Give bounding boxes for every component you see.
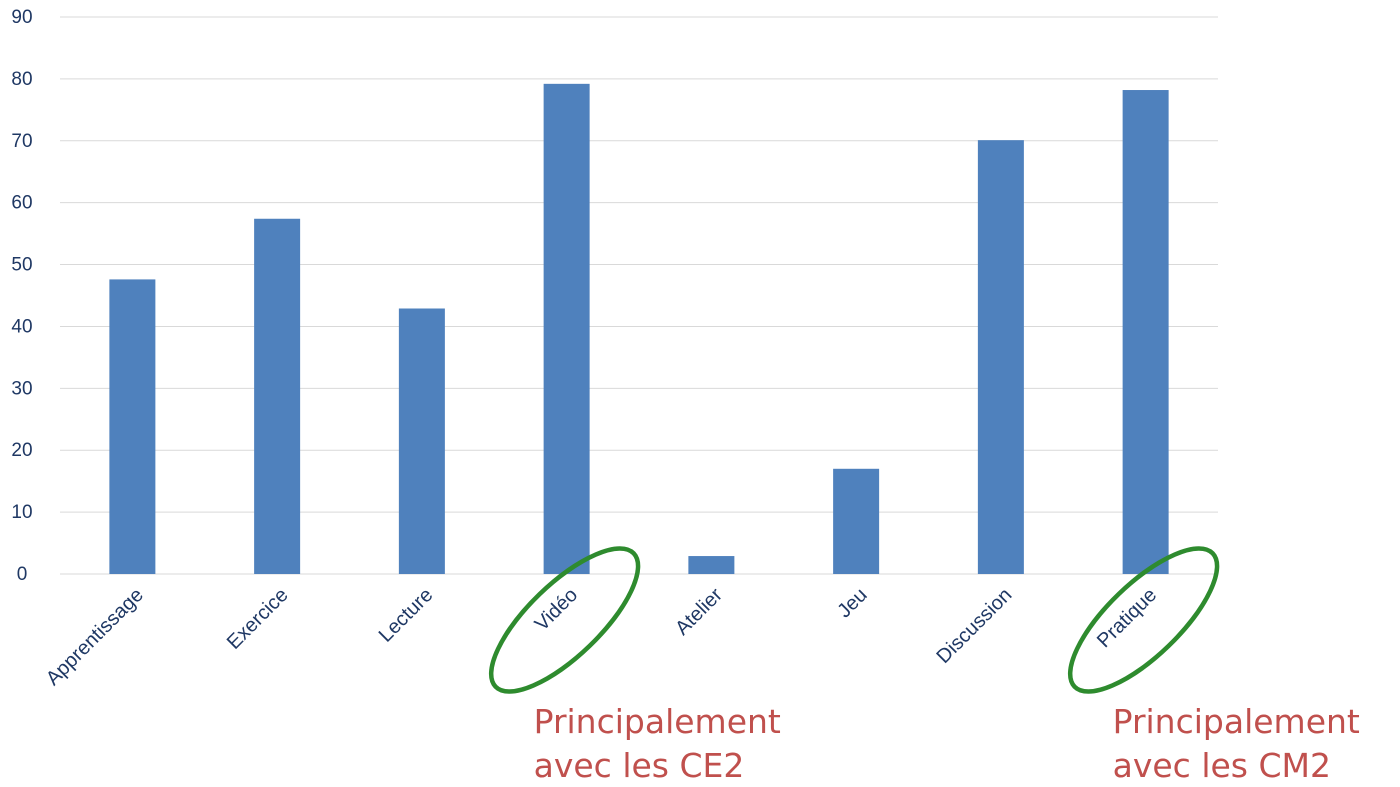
highlight-ellipse [488, 546, 641, 694]
y-tick-label: 0 [17, 564, 28, 585]
annotation-line-1: Principalement [1113, 702, 1360, 741]
bar-discussion [977, 140, 1024, 575]
x-tick-label: Jeu [833, 584, 871, 622]
bar-pratique [1122, 90, 1169, 574]
annotation-line-2: avec les CM2 [1113, 746, 1331, 785]
y-tick-label: 90 [11, 7, 32, 28]
annotations: Principalement avec les CE2 Principalement… [488, 546, 1360, 785]
y-tick-label: 10 [11, 502, 32, 523]
x-tick-label: Exercice [223, 584, 293, 654]
gridlines [60, 16, 1218, 575]
y-tick-label: 20 [11, 440, 32, 461]
y-tick-label: 30 [11, 378, 32, 399]
x-tick-label: Lecture [375, 584, 438, 647]
y-tick-label: 60 [11, 193, 32, 214]
y-tick-label: 50 [11, 255, 32, 276]
bar-vidéo [543, 83, 590, 574]
x-tick-label: Atelier [671, 584, 727, 640]
y-tick-label: 40 [11, 316, 32, 337]
bar-jeu [833, 468, 880, 574]
x-tick-label: Apprentissage [42, 584, 148, 690]
annotation-line-2: avec les CE2 [534, 746, 745, 785]
bar-lecture [398, 308, 445, 574]
bar-exercice [254, 218, 301, 574]
x-tick-label: Vidéo [531, 584, 582, 635]
y-tick-label: 70 [11, 131, 32, 152]
x-tick-label: Discussion [932, 584, 1016, 668]
bar-atelier [688, 556, 735, 574]
bar-apprentissage [109, 279, 156, 574]
highlight-ellipse [1067, 546, 1220, 694]
x-tick-label: Pratique [1093, 584, 1161, 652]
annotation-line-1: Principalement [534, 702, 781, 741]
y-axis-ticks: 0 10 20 30 40 50 60 70 80 90 [11, 7, 32, 585]
bars [109, 83, 1169, 575]
y-tick-label: 80 [11, 69, 32, 90]
